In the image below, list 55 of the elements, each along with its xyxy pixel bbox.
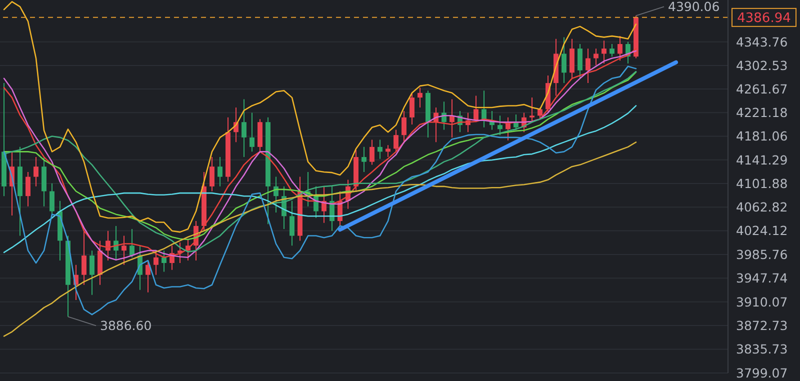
candlestick bbox=[498, 115, 502, 136]
candlestick bbox=[250, 112, 254, 152]
y-tick-label: 4261.67 bbox=[736, 81, 788, 96]
candlestick bbox=[218, 156, 222, 187]
line-series bbox=[3, 105, 637, 254]
candlestick bbox=[122, 235, 126, 266]
candlestick bbox=[378, 139, 382, 160]
y-tick-label: 4024.12 bbox=[736, 223, 788, 238]
candlestick bbox=[386, 144, 390, 158]
candlestick bbox=[394, 129, 398, 152]
candlestick bbox=[562, 36, 566, 84]
candlestick bbox=[130, 228, 134, 258]
candlestick bbox=[82, 230, 86, 286]
ref-line-label: 4386.94 bbox=[737, 10, 791, 26]
y-tick-label: 4141.29 bbox=[736, 152, 788, 168]
candlestick bbox=[610, 44, 614, 58]
y-tick-label: 3985.76 bbox=[736, 246, 788, 262]
candlestick bbox=[242, 98, 246, 158]
candlestick bbox=[594, 48, 598, 66]
candlestick bbox=[418, 87, 422, 108]
candlestick bbox=[370, 139, 374, 166]
annotation: 3886.60 bbox=[100, 318, 152, 334]
line-series bbox=[3, 66, 637, 316]
candlestick bbox=[530, 97, 534, 123]
y-tick-label: 3835.73 bbox=[736, 342, 788, 357]
candlestick bbox=[578, 44, 582, 79]
y-tick-label: 4302.53 bbox=[736, 58, 788, 73]
y-tick-label: 3910.07 bbox=[736, 294, 788, 310]
candlestick bbox=[410, 92, 414, 125]
candlestick bbox=[290, 200, 294, 246]
y-tick-label: 4181.06 bbox=[736, 128, 788, 144]
candlestick bbox=[154, 250, 158, 276]
y-tick-label: 4343.76 bbox=[736, 34, 788, 50]
candlestick bbox=[146, 260, 150, 293]
candlestick bbox=[538, 106, 542, 120]
y-tick-label: 4101.88 bbox=[736, 176, 788, 191]
candlestick bbox=[618, 36, 622, 62]
line-series bbox=[3, 1, 637, 233]
candlestick bbox=[34, 156, 38, 187]
y-tick-label: 4221.18 bbox=[736, 105, 788, 120]
candlestick bbox=[162, 250, 166, 272]
y-tick-label: 3947.74 bbox=[736, 270, 788, 286]
annotation: 4390.06 bbox=[668, 0, 720, 14]
candlestick bbox=[402, 110, 406, 144]
line-series bbox=[3, 142, 637, 337]
candlestick bbox=[26, 171, 30, 207]
candlestick bbox=[362, 146, 366, 172]
candlestick bbox=[586, 48, 590, 84]
candlestick bbox=[210, 156, 214, 192]
candlestick bbox=[90, 250, 94, 296]
y-tick-label: 4062.82 bbox=[736, 200, 788, 215]
candlestick bbox=[602, 40, 606, 64]
y-tick-label: 3799.07 bbox=[736, 365, 788, 380]
y-tick-label: 3872.73 bbox=[736, 318, 788, 333]
candlestick bbox=[106, 230, 110, 262]
